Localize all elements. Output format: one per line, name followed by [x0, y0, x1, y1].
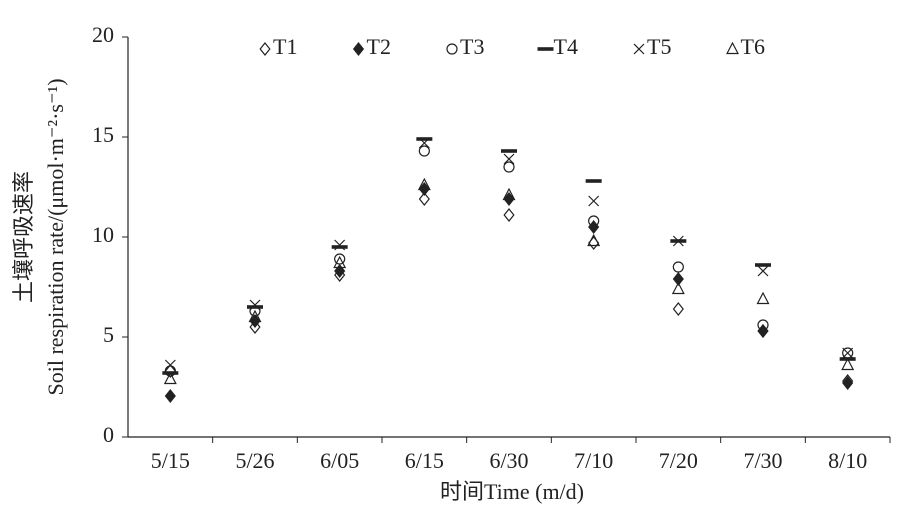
- marker: [352, 42, 365, 56]
- x-tick-label: 7/10: [574, 448, 613, 473]
- marker: [502, 187, 516, 201]
- marker: [537, 47, 554, 51]
- legend-label: T2: [367, 34, 391, 59]
- x-tick-label: 6/15: [405, 448, 444, 473]
- marker: [164, 389, 176, 403]
- marker: [842, 347, 854, 359]
- marker: [163, 371, 177, 385]
- legend-label: T3: [460, 34, 484, 59]
- y-axis-label: Soil respiration rate/(μmol·m⁻²·s⁻¹): [43, 78, 68, 395]
- marker: [249, 320, 261, 334]
- marker: [757, 319, 769, 331]
- marker: [588, 236, 600, 250]
- x-tick-label: 7/30: [743, 448, 782, 473]
- marker: [726, 41, 739, 55]
- x-tick-label: 6/30: [489, 448, 528, 473]
- marker: [501, 149, 517, 153]
- marker: [164, 359, 176, 371]
- marker: [247, 305, 263, 309]
- x-tick-label: 8/10: [828, 448, 867, 473]
- marker: [841, 357, 855, 371]
- marker: [633, 43, 645, 55]
- marker: [672, 235, 684, 247]
- marker: [503, 153, 515, 165]
- marker: [334, 264, 346, 278]
- marker: [417, 177, 431, 191]
- y-tick-label: 15: [92, 122, 114, 147]
- y-tick-label: 10: [92, 222, 114, 247]
- marker: [334, 253, 346, 265]
- x-tick-label: 6/05: [320, 448, 359, 473]
- marker: [755, 263, 771, 267]
- marker: [331, 245, 348, 249]
- x-tick-label: 5/26: [235, 448, 274, 473]
- marker: [585, 179, 602, 183]
- marker: [416, 137, 433, 141]
- marker: [757, 265, 769, 277]
- marker: [671, 281, 685, 295]
- x-tick-label: 5/15: [151, 448, 190, 473]
- legend-label: T1: [273, 34, 297, 59]
- marker: [588, 215, 600, 227]
- marker: [842, 376, 854, 390]
- marker: [588, 195, 600, 207]
- marker: [672, 272, 684, 286]
- marker: [587, 233, 601, 247]
- y-tick-label: 5: [103, 322, 114, 347]
- legend-label: T5: [647, 34, 671, 59]
- marker: [446, 43, 458, 55]
- marker: [757, 324, 769, 338]
- marker: [418, 192, 430, 206]
- marker: [503, 208, 515, 222]
- marker: [333, 255, 347, 269]
- marker: [248, 309, 262, 323]
- y-tick-label: 0: [103, 422, 114, 447]
- marker: [588, 220, 600, 234]
- x-axis-label: 时间Time (m/d): [440, 479, 584, 504]
- marker: [164, 365, 176, 377]
- y-axis-label: 土壤呼吸速率: [11, 171, 36, 303]
- y-tick-label: 20: [92, 22, 114, 47]
- x-tick-label: 7/20: [659, 448, 698, 473]
- marker: [672, 261, 684, 273]
- legend-label: T4: [554, 34, 578, 59]
- marker: [756, 291, 770, 305]
- marker: [418, 137, 430, 149]
- marker: [249, 299, 261, 311]
- marker: [672, 302, 684, 316]
- marker: [418, 145, 430, 157]
- marker: [503, 161, 515, 173]
- legend-label: T6: [741, 34, 765, 59]
- marker: [259, 42, 271, 56]
- marker: [334, 239, 346, 251]
